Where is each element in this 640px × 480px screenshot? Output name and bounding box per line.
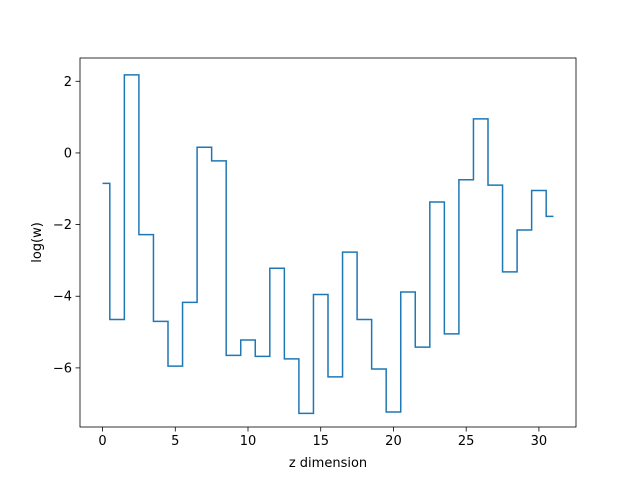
y-tick-label: 2	[64, 75, 72, 90]
x-axis-label: z dimension	[289, 456, 367, 471]
y-tick-label: 0	[64, 146, 72, 161]
y-tick-label: −6	[53, 361, 72, 376]
plot-area: 0 5 10 15 20 25 30 −6 −4 −2 0 2	[53, 57, 577, 449]
x-tick-label: 30	[531, 434, 548, 449]
axes-frame	[79, 57, 577, 428]
series-line-0	[102, 74, 554, 415]
y-tick-label: −4	[53, 290, 72, 305]
y-axis-label: log(w)	[30, 222, 45, 263]
x-tick-label: 25	[458, 434, 475, 449]
x-tick-label: 20	[385, 434, 402, 449]
x-tick-label: 10	[240, 434, 257, 449]
x-tick-label: 15	[312, 434, 329, 449]
x-tick-label: 5	[171, 434, 179, 449]
y-tick-label: −2	[53, 218, 72, 233]
x-tick-label: 0	[98, 434, 106, 449]
